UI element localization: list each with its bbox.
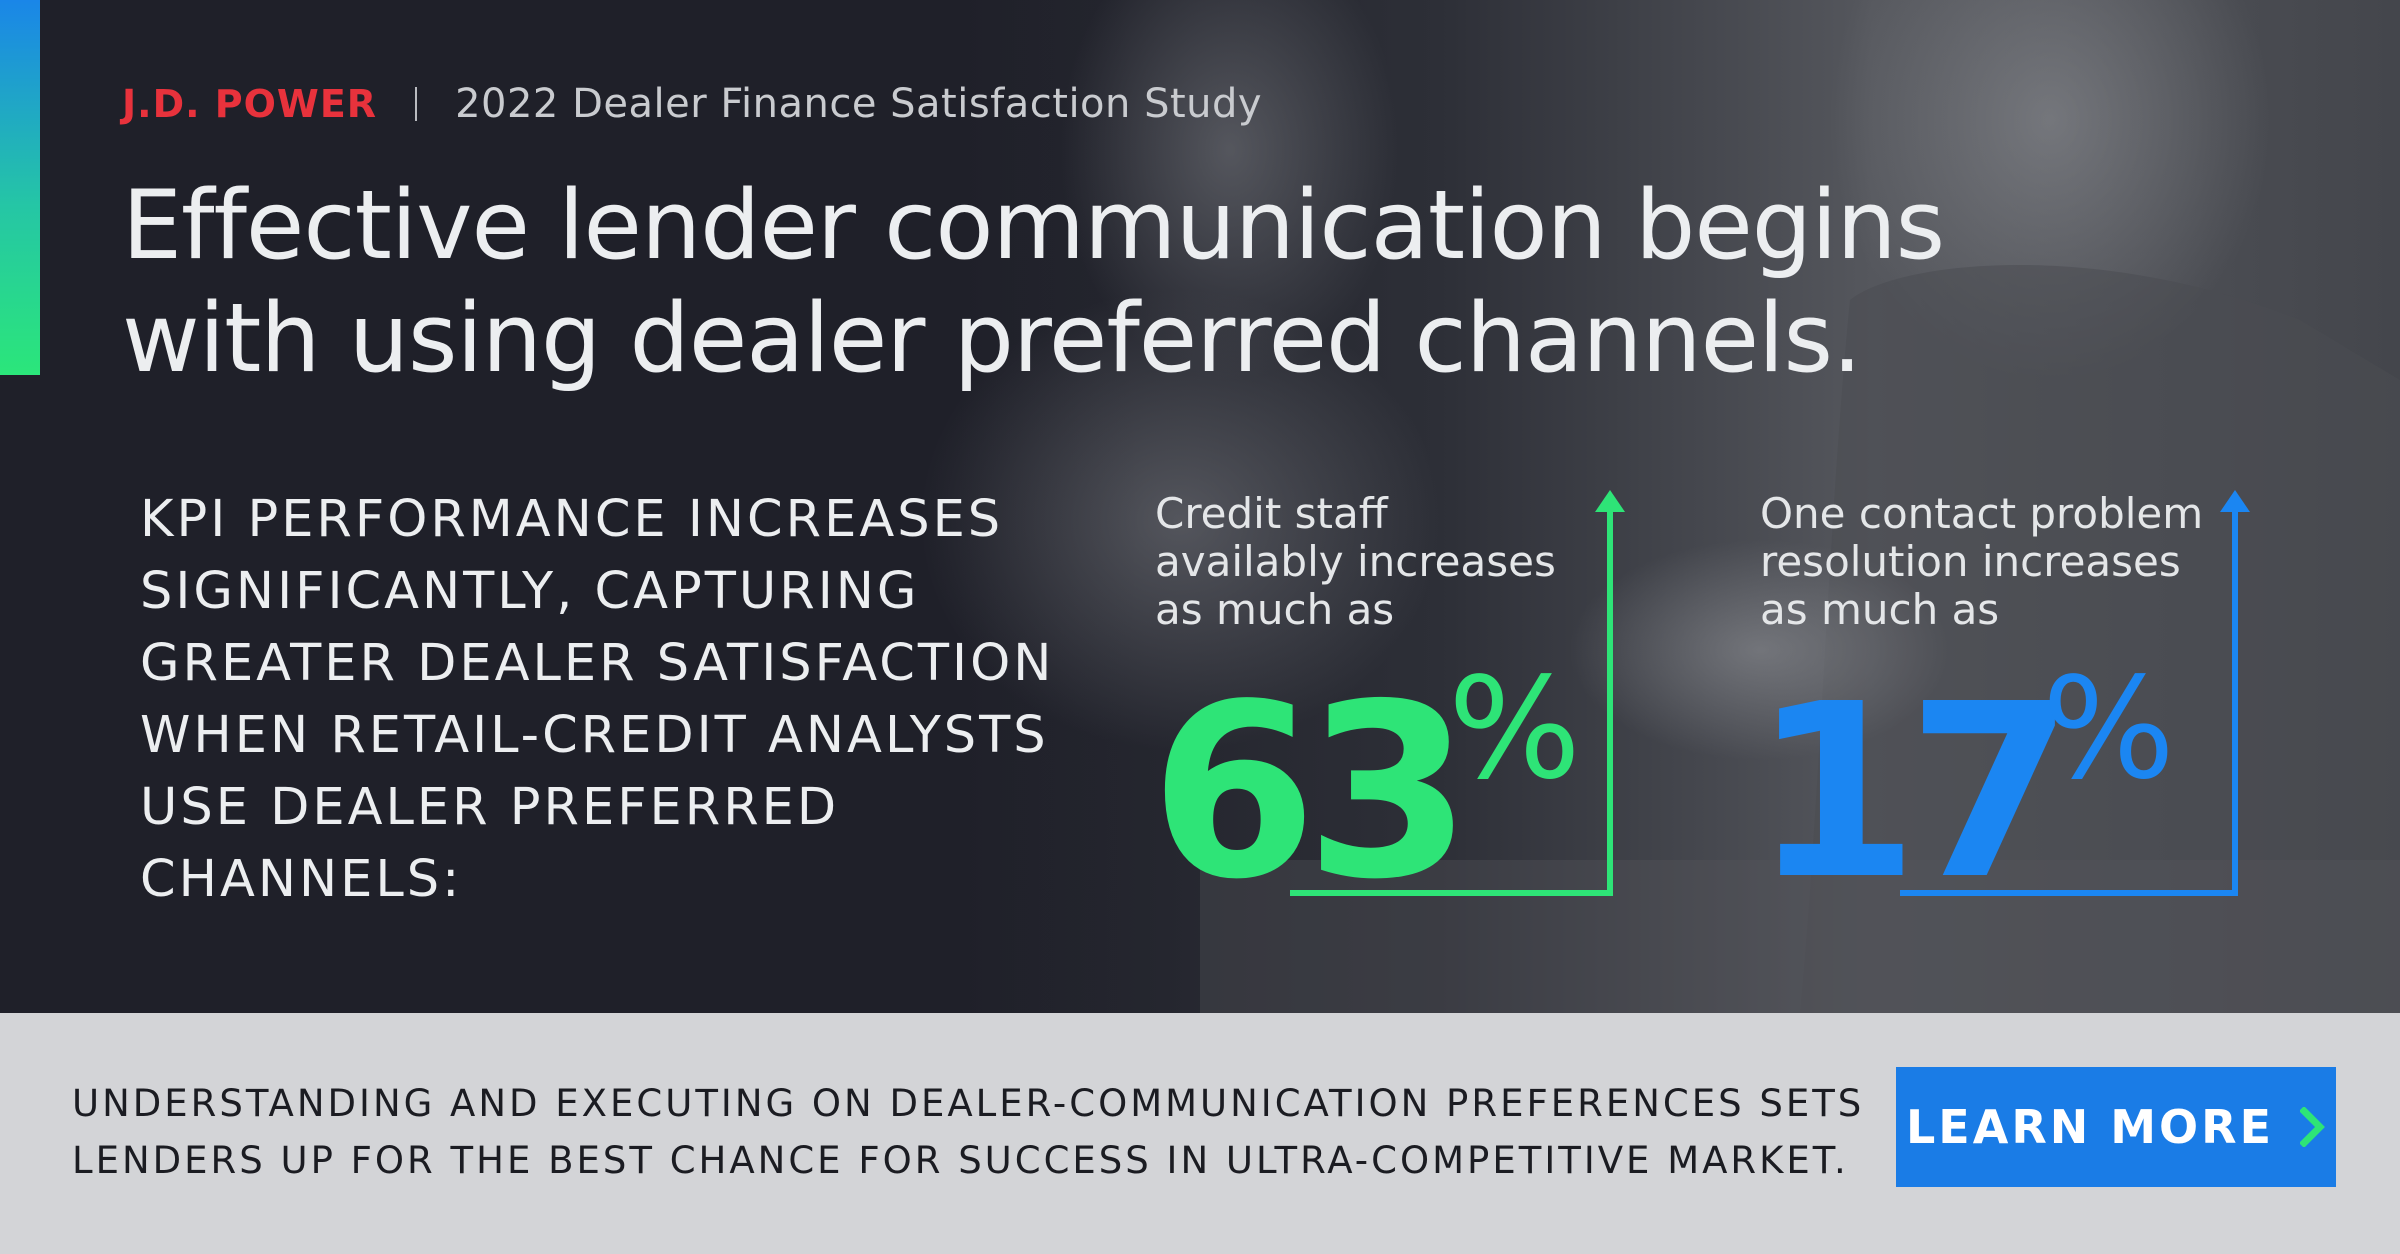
brand-divider <box>415 87 418 121</box>
jd-power-logo: J.D. POWER <box>122 82 378 126</box>
background-photo <box>0 0 2400 1013</box>
stat-label-line: as much as <box>1155 585 1395 634</box>
footer-line: LENDERS UP FOR THE BEST CHANCE FOR SUCCE… <box>72 1139 1849 1182</box>
credit-staff-stat-label: Credit staff availably increases as much… <box>1155 490 1556 634</box>
headline-line: with using dealer preferred channels. <box>122 284 1862 394</box>
arrow-up-icon <box>1290 490 1625 896</box>
study-title: 2022 Dealer Finance Satisfaction Study <box>455 81 1263 127</box>
contact-resolution-stat-unit: % <box>2042 648 2176 811</box>
kpi-line: KPI PERFORMANCE INCREASES <box>140 490 1004 549</box>
handshake-photo-image <box>0 0 2400 1013</box>
footer-line: UNDERSTANDING AND EXECUTING ON DEALER-CO… <box>72 1082 1865 1125</box>
contact-resolution-stat-value: 17 <box>1752 652 2074 932</box>
kpi-line: CHANNELS: <box>140 850 463 909</box>
accent-bar <box>0 0 40 375</box>
kpi-line: GREATER DEALER SATISFACTION <box>140 634 1055 693</box>
kpi-description: KPI PERFORMANCE INCREASES SIGNIFICANTLY,… <box>140 484 1080 916</box>
stat-label-line: Credit staff <box>1155 489 1388 538</box>
contact-resolution-stat-label: One contact problem resolution increases… <box>1760 490 2203 634</box>
hero-banner: J.D. POWER 2022 Dealer Finance Satisfact… <box>0 0 2400 1013</box>
headline-line: Effective lender communication begins <box>122 171 1945 281</box>
kpi-line: WHEN RETAIL-CREDIT ANALYSTS <box>140 706 1049 765</box>
learn-more-button[interactable]: LEARN MORE <box>1896 1067 2336 1187</box>
page-title: Effective lender communication begins wi… <box>122 170 1945 396</box>
stat-label-line: as much as <box>1760 585 2000 634</box>
stat-label-line: availably increases <box>1155 537 1556 586</box>
credit-staff-stat-unit: % <box>1448 648 1582 811</box>
chevron-right-icon <box>2300 1107 2326 1147</box>
arrow-up-icon <box>1900 490 2250 896</box>
stat-label-line: resolution increases <box>1760 537 2181 586</box>
brand-row: J.D. POWER 2022 Dealer Finance Satisfact… <box>122 76 1262 132</box>
footer-message: UNDERSTANDING AND EXECUTING ON DEALER-CO… <box>72 1075 1864 1189</box>
kpi-line: USE DEALER PREFERRED <box>140 778 840 837</box>
kpi-line: SIGNIFICANTLY, CAPTURING <box>140 562 920 621</box>
learn-more-label: LEARN MORE <box>1906 1100 2274 1154</box>
stat-label-line: One contact problem <box>1760 489 2204 538</box>
credit-staff-stat-value: 63 <box>1150 652 1472 932</box>
